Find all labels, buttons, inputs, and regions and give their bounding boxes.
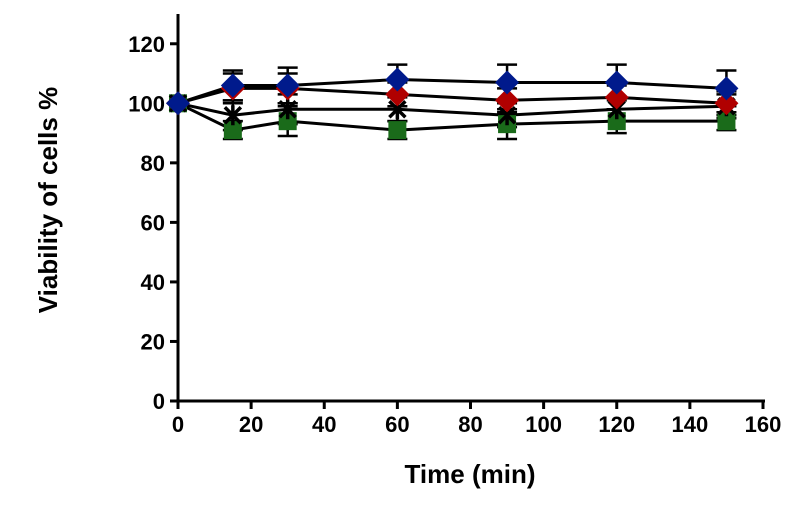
- x-tick-label: 80: [458, 412, 482, 437]
- y-tick-label: 0: [153, 389, 165, 414]
- data-point: [604, 85, 629, 110]
- data-point: [717, 112, 736, 131]
- data-point: [223, 121, 242, 140]
- series-line: [177, 86, 727, 105]
- data-point: [714, 91, 739, 116]
- data-point: [604, 70, 629, 95]
- data-point: [278, 99, 297, 120]
- data-point: [278, 112, 297, 131]
- y-tick-label: 20: [141, 329, 165, 354]
- x-tick-label: 60: [385, 412, 409, 437]
- data-point: [223, 105, 243, 126]
- y-tick-label: 80: [141, 151, 165, 176]
- data-point: [385, 67, 410, 92]
- data-point: [495, 70, 520, 95]
- data-point: [166, 91, 190, 116]
- data-point: [275, 73, 300, 98]
- data-point: [388, 121, 407, 140]
- x-tick-label: 120: [598, 412, 635, 437]
- series-line: [177, 101, 727, 117]
- series-markers-3: [169, 94, 736, 140]
- data-point: [714, 76, 739, 101]
- y-tick-label: 120: [128, 32, 165, 57]
- x-tick-label: 140: [672, 412, 709, 437]
- data-point: [220, 73, 245, 98]
- data-point: [385, 82, 410, 107]
- x-tick-label: 0: [172, 412, 184, 437]
- x-tick-label: 20: [239, 412, 263, 437]
- series-markers-0: [166, 67, 739, 116]
- axes: 0 20 40 60 80 100 120 140 160 0 20 40 60 80 100 120: [128, 14, 781, 437]
- y-axis-title: Viability of cells %: [33, 87, 63, 313]
- x-tick-label: 40: [312, 412, 336, 437]
- y-tick-label: 100: [128, 91, 165, 116]
- x-axis-title: Time (min): [405, 459, 536, 489]
- y-tick-label: 60: [141, 210, 165, 235]
- y-tick-label: 40: [141, 270, 165, 295]
- data-point: [495, 88, 520, 113]
- x-tick-label: 160: [745, 412, 782, 437]
- x-tick-label: 100: [525, 412, 562, 437]
- series-layer: [166, 63, 739, 141]
- data-point: [607, 112, 626, 131]
